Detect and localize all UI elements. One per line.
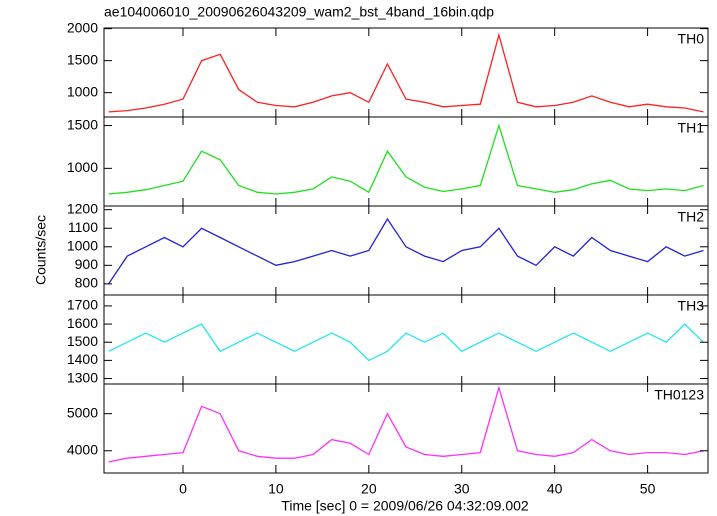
y-tick-label: 800 <box>75 275 99 291</box>
data-line <box>108 32 704 113</box>
panel-frame <box>103 205 709 296</box>
y-tick-label: 1700 <box>67 297 98 313</box>
data-line <box>108 323 704 362</box>
y-tick-label: 1200 <box>67 200 98 216</box>
data-line <box>108 217 704 285</box>
x-tick-label: 20 <box>361 481 377 497</box>
y-tick-label: 1000 <box>67 237 98 253</box>
y-tick-label: 4000 <box>67 441 98 457</box>
y-tick-label: 1100 <box>68 219 98 235</box>
x-tick-label: 0 <box>179 481 187 497</box>
y-axis-label: Counts/sec <box>33 215 49 285</box>
panel-name: TH2 <box>678 209 705 225</box>
y-tick-label: 1500 <box>67 51 98 67</box>
y-tick-label: 1300 <box>67 369 98 385</box>
y-tick-label: 900 <box>75 256 99 272</box>
panel-frame <box>103 383 709 474</box>
panel-name: TH1 <box>678 120 705 136</box>
x-tick-label: 10 <box>268 481 284 497</box>
panel-name: TH3 <box>678 298 705 314</box>
y-tick-label: 1400 <box>67 351 98 367</box>
y-tick-label: 1000 <box>67 159 98 175</box>
data-line <box>108 123 704 195</box>
data-line <box>108 385 704 463</box>
panel-name: TH0123 <box>654 387 704 403</box>
y-tick-label: 5000 <box>67 404 98 420</box>
chart-title: ae104006010_20090626043209_wam2_bst_4ban… <box>104 4 494 20</box>
y-tick-label: 1000 <box>67 83 98 99</box>
panel-frame <box>103 294 709 385</box>
y-tick-label: 1500 <box>67 333 98 349</box>
x-axis-label: Time [sec] 0 = 2009/06/26 04:32:09.002 <box>281 498 529 514</box>
panel-name: TH0 <box>678 31 705 47</box>
y-tick-label: 2000 <box>67 19 98 35</box>
y-tick-label: 1500 <box>67 116 98 132</box>
x-tick-label: 40 <box>547 481 563 497</box>
x-tick-label: 30 <box>454 481 470 497</box>
x-tick-label: 50 <box>640 481 656 497</box>
y-tick-label: 1600 <box>67 315 98 331</box>
